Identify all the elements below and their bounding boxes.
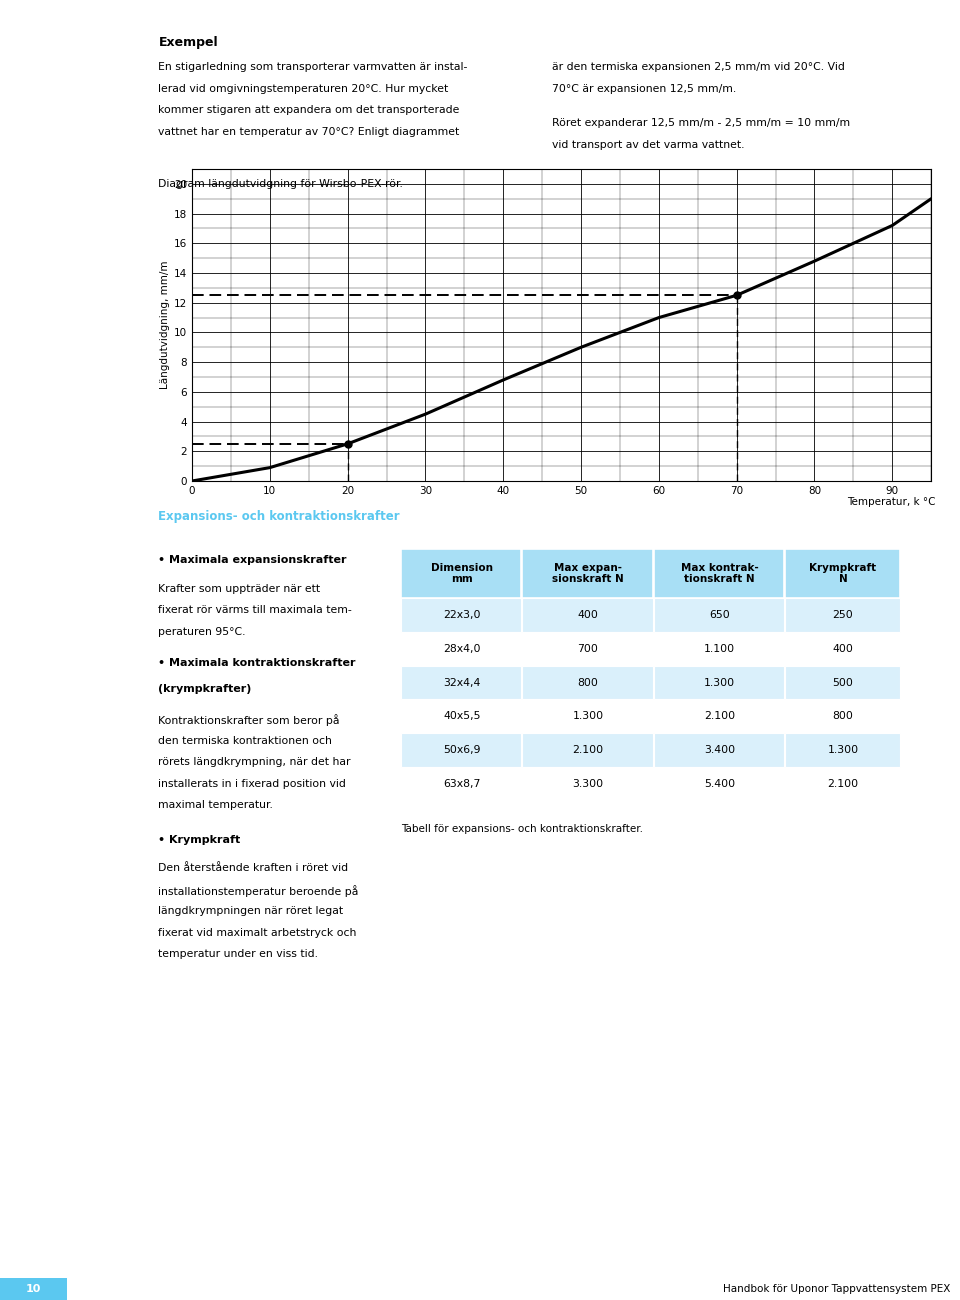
Text: • Maximala expansionskrafter: • Maximala expansionskrafter — [158, 555, 347, 566]
Text: Krafter som uppträder när ett: Krafter som uppträder när ett — [158, 584, 321, 594]
Text: 2.100: 2.100 — [572, 745, 604, 755]
Text: Temperatur, k °C: Temperatur, k °C — [848, 497, 936, 507]
Text: rörets längdkrympning, när det har: rörets längdkrympning, när det har — [158, 757, 351, 767]
Text: fixerat vid maximalt arbetstryck och: fixerat vid maximalt arbetstryck och — [158, 928, 357, 937]
Text: 3.300: 3.300 — [572, 779, 604, 789]
Text: Max kontrak-
tionskraft N: Max kontrak- tionskraft N — [681, 563, 758, 584]
Text: 700: 700 — [578, 644, 598, 654]
Text: 250: 250 — [832, 610, 853, 620]
Text: är den termiska expansionen 2,5 mm/m vid 20°C. Vid: är den termiska expansionen 2,5 mm/m vid… — [552, 62, 845, 73]
Text: • Krympkraft: • Krympkraft — [158, 835, 241, 845]
Text: 400: 400 — [578, 610, 598, 620]
Text: Max expan-
sionskraft N: Max expan- sionskraft N — [552, 563, 624, 584]
Text: fixerat rör värms till maximala tem-: fixerat rör värms till maximala tem- — [158, 606, 352, 615]
Text: 63x8,7: 63x8,7 — [444, 779, 480, 789]
Text: 32x4,4: 32x4,4 — [444, 677, 480, 688]
Text: temperatur under en viss tid.: temperatur under en viss tid. — [158, 949, 319, 959]
Text: installationstemperatur beroende på: installationstemperatur beroende på — [158, 885, 359, 897]
Text: 800: 800 — [832, 711, 853, 722]
Text: peraturen 95°C.: peraturen 95°C. — [158, 627, 246, 637]
Text: 40x5,5: 40x5,5 — [443, 711, 481, 722]
Text: 400: 400 — [832, 644, 853, 654]
Text: 3.400: 3.400 — [704, 745, 735, 755]
Text: Tabell för expansions- och kontraktionskrafter.: Tabell för expansions- och kontraktionsk… — [401, 824, 643, 835]
Text: 1.100: 1.100 — [704, 644, 735, 654]
Text: Den återstående kraften i röret vid: Den återstående kraften i röret vid — [158, 863, 348, 874]
Text: installerats in i fixerad position vid: installerats in i fixerad position vid — [158, 779, 347, 789]
Text: längdkrympningen när röret legat: längdkrympningen när röret legat — [158, 906, 344, 916]
Text: En stigarledning som transporterar varmvatten är instal-: En stigarledning som transporterar varmv… — [158, 62, 468, 73]
Text: 1.300: 1.300 — [704, 677, 735, 688]
Text: 5.400: 5.400 — [704, 779, 735, 789]
Text: 1.300: 1.300 — [828, 745, 858, 755]
Text: Dimension
mm: Dimension mm — [431, 563, 492, 584]
Text: (krympkrafter): (krympkrafter) — [158, 684, 252, 694]
Text: 28x4,0: 28x4,0 — [443, 644, 481, 654]
Text: 22x3,0: 22x3,0 — [443, 610, 481, 620]
Text: kommer stigaren att expandera om det transporterade: kommer stigaren att expandera om det tra… — [158, 105, 460, 116]
Text: 650: 650 — [709, 610, 730, 620]
Y-axis label: Längdutvidgning, mm/m: Längdutvidgning, mm/m — [159, 261, 170, 389]
Text: 500: 500 — [832, 677, 853, 688]
Text: maximal temperatur.: maximal temperatur. — [158, 801, 274, 810]
Text: vattnet har en temperatur av 70°C? Enligt diagrammet: vattnet har en temperatur av 70°C? Enlig… — [158, 127, 460, 136]
Text: 10: 10 — [26, 1284, 41, 1294]
Text: Kontraktionskrafter som beror på: Kontraktionskrafter som beror på — [158, 715, 340, 727]
Text: Exempel: Exempel — [158, 36, 218, 49]
Text: 70°C är expansionen 12,5 mm/m.: 70°C är expansionen 12,5 mm/m. — [552, 83, 736, 94]
Text: lerad vid omgivningstemperaturen 20°C. Hur mycket: lerad vid omgivningstemperaturen 20°C. H… — [158, 83, 448, 94]
Text: Röret expanderar 12,5 mm/m - 2,5 mm/m = 10 mm/m: Röret expanderar 12,5 mm/m - 2,5 mm/m = … — [552, 118, 851, 129]
Text: Krympkraft
N: Krympkraft N — [809, 563, 876, 584]
Text: 1.300: 1.300 — [572, 711, 604, 722]
Text: Diagram längdutvidgning för Wirsbo-PEX-rör.: Diagram längdutvidgning för Wirsbo-PEX-r… — [158, 179, 403, 190]
Text: Expansions- och kontraktionskrafter: Expansions- och kontraktionskrafter — [158, 510, 400, 523]
Text: 2.100: 2.100 — [828, 779, 858, 789]
Text: den termiska kontraktionen och: den termiska kontraktionen och — [158, 736, 332, 746]
Text: 50x6,9: 50x6,9 — [443, 745, 481, 755]
Text: 800: 800 — [578, 677, 598, 688]
Text: • Maximala kontraktionskrafter: • Maximala kontraktionskrafter — [158, 658, 356, 668]
Bar — [0, 1278, 67, 1300]
Text: vid transport av det varma vattnet.: vid transport av det varma vattnet. — [552, 139, 745, 150]
Text: Handbok för Uponor Tappvattensystem PEX: Handbok för Uponor Tappvattensystem PEX — [723, 1284, 950, 1294]
Text: 2.100: 2.100 — [704, 711, 735, 722]
